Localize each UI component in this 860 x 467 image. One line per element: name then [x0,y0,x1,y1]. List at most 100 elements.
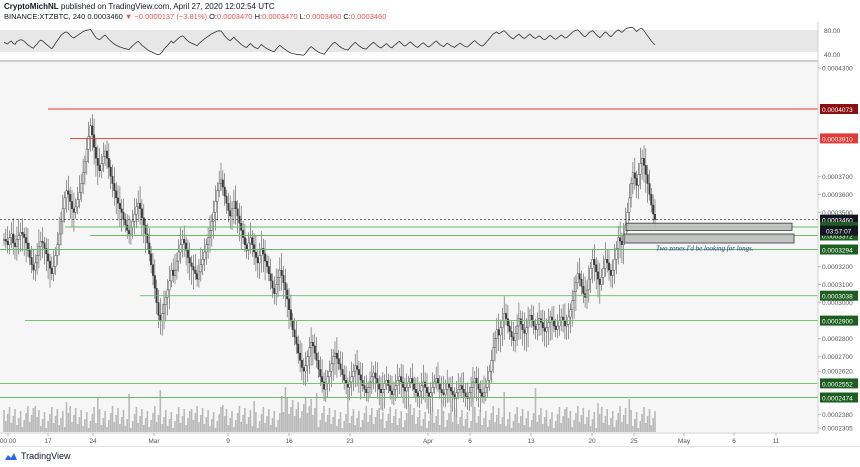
candle-body [129,226,132,235]
x-tick-label: 23 [346,438,354,445]
candle-body [416,392,419,397]
volume-bar [358,411,360,432]
volume-bar [8,407,11,432]
volume-bar [310,399,312,432]
candle-body [512,336,515,341]
candle-body [574,282,577,292]
volume-bar [365,406,368,432]
volume-bar [135,407,138,432]
axes: 0.00040730.00039100.00034600.00034190.00… [0,22,858,445]
author-name[interactable]: CryptoMichNL [4,2,59,11]
volume-bar [225,409,228,432]
candle-body [359,374,362,381]
candle-body [387,380,390,386]
x-tick-label: 13 [527,438,535,445]
volume-bar [376,410,379,432]
volume-bar [56,409,59,432]
volume-bar [109,413,112,432]
candle-body [91,125,94,135]
candle-body [221,179,224,188]
candle-body [74,206,77,213]
y-tick-label: 0.0002620 [822,369,853,376]
volume-bar [553,428,555,432]
volume-bar [95,423,97,432]
footer-bar: TradingView [0,446,860,467]
candle-body [332,356,335,365]
candle-body [41,240,44,244]
volume-bar [468,428,471,432]
volume-bar [420,426,423,432]
candle-body [65,190,68,199]
candle-body [615,248,618,260]
candle-body [210,221,213,231]
candle-body [328,371,331,377]
volume-bar [411,415,414,432]
candle-body [286,289,289,300]
volume-pane [3,387,656,432]
candle-body [341,369,344,375]
volume-bar [23,420,25,432]
volume-bar [203,424,206,432]
price-level-badge [820,290,858,301]
candle-body [60,221,63,235]
candle-body [153,275,156,289]
volume-bar [573,420,575,432]
volume-bar [165,410,167,432]
candle-body [8,237,11,246]
candle-body [207,237,210,246]
candle-body [12,233,15,244]
candle-body [394,385,397,390]
tradingview-logo[interactable]: TradingView [4,451,71,461]
candle-body [424,381,427,388]
candle-body [356,365,359,370]
volume-bar [354,425,356,432]
volume-bar [62,411,64,432]
volume-bar [315,393,318,432]
volume-bar [73,415,75,432]
volume-bar [141,409,143,432]
volume-bar [584,424,586,432]
volume-bar [542,424,544,432]
volume-bar [383,428,386,432]
volume-bar [108,420,110,432]
candle-body [262,248,265,255]
volume-bar [247,417,250,432]
candle-body [654,213,657,220]
volume-bar [499,424,502,432]
candle-body [593,259,596,265]
volume-bar [255,412,257,432]
candle-body [219,179,222,184]
volume-bar [86,412,88,432]
candle-body [137,203,140,208]
candle-body [367,387,370,393]
candle-body [242,230,245,238]
volume-bar [80,410,82,432]
price-level-label: 0.0003460 [822,218,853,225]
volume-bar [166,426,169,432]
candle-body [271,280,274,289]
candle-body [266,260,269,267]
candle-body [128,230,131,235]
y-tick-label: 0.0002305 [822,426,853,433]
candle-body [199,264,202,273]
candle-body [363,385,366,390]
price-chart[interactable]: 80.0040.00 0.00040730.00039100.00034600.… [0,0,860,446]
volume-bar [424,412,426,432]
volume-bar [111,406,114,432]
candle-body [348,381,351,388]
volume-bar [144,418,147,432]
volume-bar [43,412,46,432]
candle-body [164,297,167,305]
candle-body [630,183,633,199]
y-tick-label: 0.0002700 [822,354,853,361]
candle-body [69,194,72,202]
volume-bar [422,419,425,432]
volume-bar [269,425,272,432]
volume-bar [455,408,458,432]
volume-bar [251,426,254,432]
candle-body [484,387,487,393]
candle-body [324,383,327,390]
candle-body [232,201,235,209]
symbol-label[interactable]: BINANCE:XTZBTC, 240 [4,12,86,21]
volume-bar [510,428,513,432]
